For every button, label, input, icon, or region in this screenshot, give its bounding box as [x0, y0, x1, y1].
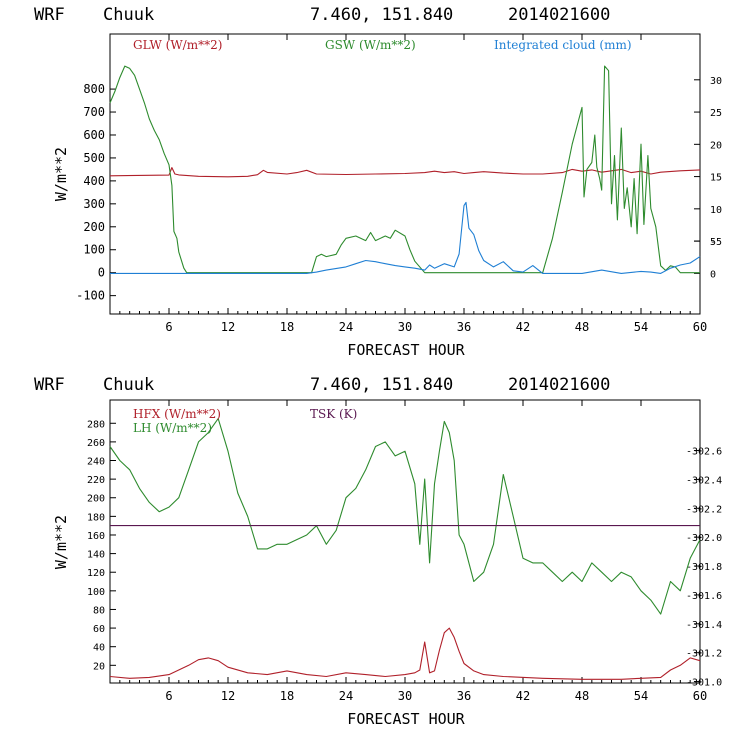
top-y2-tick-label: 25 [710, 108, 722, 119]
legend-integrated-cloud: Integrated cloud (mm) [494, 38, 632, 52]
bottom-y-ticks: 20 40 60 80 100 120 140 160 180 200 220 240 260 280 [87, 419, 116, 672]
top-series-line-glw [109, 167, 701, 178]
top-y-axis-label: W/m**2 [52, 147, 70, 201]
top-x-tick-label: 6 [165, 320, 172, 334]
bottom-y-tick-label: 200 [87, 494, 105, 505]
top-y-tick-label: 500 [83, 151, 105, 165]
top-y-tick-label: 800 [83, 82, 105, 96]
bottom-x-tick-label: 60 [693, 689, 707, 703]
bottom-y-axis-label: W/m**2 [52, 515, 70, 569]
bottom-y2-tick-label: -302.6 [686, 447, 722, 458]
bottom-y-tick-label: 100 [87, 587, 105, 598]
top-x-tick-label: 12 [221, 320, 235, 334]
bottom-x-tick-label: 48 [575, 689, 589, 703]
top-y-tick-label: 400 [83, 174, 105, 188]
legend-lh: LH (W/m**2) [133, 421, 212, 435]
legend-hfx: HFX (W/m**2) [133, 407, 221, 421]
bottom-y-tick-label: 280 [87, 419, 105, 430]
top-x-ticks: 6 12 18 24 30 36 42 48 54 60 [119, 34, 707, 334]
bottom-x-ticks: 6 12 18 24 30 36 42 48 54 60 [119, 400, 707, 703]
bottom-y2-tick-label: -301.8 [686, 562, 722, 573]
top-x-axis-label: FORECAST HOUR [347, 341, 465, 359]
bottom-y-tick-label: 120 [87, 568, 105, 579]
top-x-tick-label: 60 [693, 320, 707, 334]
top-y2-tick-label: 5 [710, 237, 716, 248]
bottom-y2-tick-label: -302.4 [686, 475, 722, 486]
top-x-tick-label: 18 [280, 320, 294, 334]
bottom-y-tick-label: 80 [93, 605, 105, 616]
top-y-ticks: -100 0 100 200 300 400 500 600 700 800 [76, 82, 116, 303]
bottom-x-tick-label: 42 [516, 689, 530, 703]
bottom-y-tick-label: 260 [87, 438, 105, 449]
top-y2-tick-label: 30 [710, 76, 722, 87]
bottom-y2-ticks: -301.0 -301.2 -301.4 -301.6 -301.8 -302.0 -302… [686, 447, 722, 689]
top-y-tick-label: -100 [76, 289, 105, 303]
bottom-y-tick-label: 60 [93, 624, 105, 635]
bottom-y-tick-label: 160 [87, 531, 105, 542]
bottom-y2-tick-label: -301.0 [686, 678, 722, 689]
bottom-y2-tick-label: -302.2 [686, 504, 722, 515]
top-x-tick-label: 30 [398, 320, 412, 334]
bottom-model-label: WRF [34, 375, 65, 395]
bottom-x-tick-label: 30 [398, 689, 412, 703]
bottom-y2-tick-label: -302.0 [686, 533, 722, 544]
bottom-y-tick-label: 220 [87, 475, 105, 486]
top-series-lines [109, 65, 701, 274]
top-x-tick-label: 36 [457, 320, 471, 334]
bottom-x-tick-label: 12 [221, 689, 235, 703]
top-y-tick-label: 100 [83, 243, 105, 257]
top-x-tick-label: 24 [339, 320, 353, 334]
top-y2-tick-label: -5 [710, 237, 722, 248]
top-series-line-integrated [110, 201, 701, 274]
top-model-label: WRF [34, 5, 65, 25]
bottom-series-line-hfx [109, 627, 701, 680]
bottom-y-tick-label: 140 [87, 550, 105, 561]
bottom-y-tick-label: 20 [93, 661, 105, 672]
top-y2-ticks: -5 0 5 10 15 20 25 30 [694, 76, 722, 280]
top-y-tick-label: 200 [83, 220, 105, 234]
bottom-y-tick-label: 240 [87, 457, 105, 468]
bottom-panel: WRF Chuuk 7.460, 151.840 2014021600 6 12 1… [34, 375, 722, 728]
top-panel: WRF Chuuk 7.460, 151.840 2014021600 6 12 1… [34, 5, 722, 359]
bottom-x-tick-label: 24 [339, 689, 353, 703]
legend-gsw: GSW (W/m**2) [325, 38, 416, 52]
bottom-x-axis-label: FORECAST HOUR [347, 710, 465, 728]
top-y2-tick-label: 0 [710, 269, 716, 280]
top-station-label: Chuuk [103, 5, 154, 25]
bottom-y-tick-label: 40 [93, 643, 105, 654]
top-y-tick-label: 600 [83, 128, 105, 142]
top-y-tick-label: 0 [98, 266, 105, 280]
bottom-coords-label: 7.460, 151.840 [310, 375, 453, 395]
bottom-x-tick-label: 54 [634, 689, 648, 703]
bottom-y-tick-label: 180 [87, 512, 105, 523]
bottom-x-tick-label: 18 [280, 689, 294, 703]
bottom-y2-tick-label: -301.6 [686, 591, 722, 602]
bottom-y2-tick-label: -301.4 [686, 620, 722, 631]
top-y2-tick-label: 15 [710, 173, 722, 184]
bottom-series-line-lh [109, 418, 701, 615]
top-series-line-gsw [109, 65, 700, 274]
top-y-tick-label: 300 [83, 197, 105, 211]
top-x-tick-label: 54 [634, 320, 648, 334]
bottom-date-label: 2014021600 [508, 375, 610, 395]
bottom-x-tick-label: 36 [457, 689, 471, 703]
top-date-label: 2014021600 [508, 5, 610, 25]
top-x-tick-label: 48 [575, 320, 589, 334]
legend-glw: GLW (W/m**2) [133, 38, 222, 52]
bottom-series-lines [109, 418, 701, 680]
legend-tsk: TSK (K) [310, 407, 357, 421]
top-y-tick-label: 700 [83, 105, 105, 119]
bottom-x-tick-label: 6 [165, 689, 172, 703]
top-y2-tick-label: 10 [710, 205, 722, 216]
top-x-tick-label: 42 [516, 320, 530, 334]
top-y2-tick-label: 20 [710, 140, 722, 151]
bottom-station-label: Chuuk [103, 375, 154, 395]
bottom-y2-tick-label: -301.2 [686, 649, 722, 660]
top-coords-label: 7.460, 151.840 [310, 5, 453, 25]
